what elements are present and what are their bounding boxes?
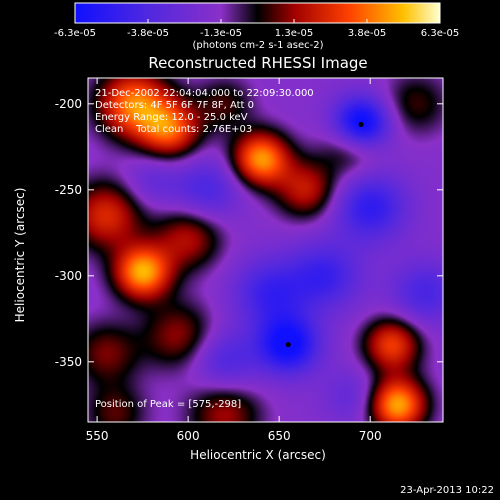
y-axis-ticks: -200 -250 -300 -350 <box>55 97 443 369</box>
colorbar-tick-label: 1.3e-05 <box>275 28 313 39</box>
colorbar <box>74 2 441 24</box>
y-tick-label: -200 <box>55 97 82 111</box>
info-line-counts: Clean Total counts: 2.76E+03 <box>95 124 252 135</box>
timestamp: 23-Apr-2013 10:22 <box>400 485 494 496</box>
colorbar-tick-label: 6.3e-05 <box>421 28 459 39</box>
colorbar-tick-label: -3.8e-05 <box>127 28 169 39</box>
x-axis-label: Heliocentric X (arcsec) <box>190 448 326 462</box>
y-axis-label: Heliocentric Y (arcsec) <box>13 188 27 323</box>
x-tick-label: 600 <box>177 429 200 443</box>
info-text-block: 21-Dec-2002 22:04:04.000 to 22:09:30.000… <box>95 88 314 135</box>
y-tick-label: -300 <box>55 269 82 283</box>
x-axis-ticks: 550 600 650 700 <box>86 78 382 443</box>
x-tick-label: 650 <box>268 429 291 443</box>
colorbar-tick-label: 3.8e-05 <box>348 28 386 39</box>
plot-frame <box>87 77 444 423</box>
chart-title: Reconstructed RHESSI Image <box>148 54 367 72</box>
colorbar-unit-label: (photons cm-2 s-1 asec-2) <box>192 40 323 51</box>
colorbar-tick-label: -6.3e-05 <box>54 28 96 39</box>
y-tick-label: -250 <box>55 183 82 197</box>
colorbar-ticks: -6.3e-05 -3.8e-05 -1.3e-05 1.3e-05 3.8e-05 6.… <box>54 19 459 39</box>
info-line-energy: Energy Range: 12.0 - 25.0 keV <box>95 112 248 123</box>
peak-marker <box>285 342 291 348</box>
x-tick-label: 550 <box>86 429 109 443</box>
peak-marker <box>358 121 364 127</box>
info-line-detectors: Detectors: 4F 5F 6F 7F 8F, Att 0 <box>95 100 254 111</box>
info-line-time: 21-Dec-2002 22:04:04.000 to 22:09:30.000 <box>95 88 314 99</box>
colorbar-tick-label: -1.3e-05 <box>200 28 242 39</box>
heatmap-image <box>88 78 443 422</box>
peak-position-text: Position of Peak = [575,-298] <box>95 399 241 410</box>
x-tick-label: 700 <box>359 429 382 443</box>
y-tick-label: -350 <box>55 355 82 369</box>
peak-markers <box>285 121 364 348</box>
